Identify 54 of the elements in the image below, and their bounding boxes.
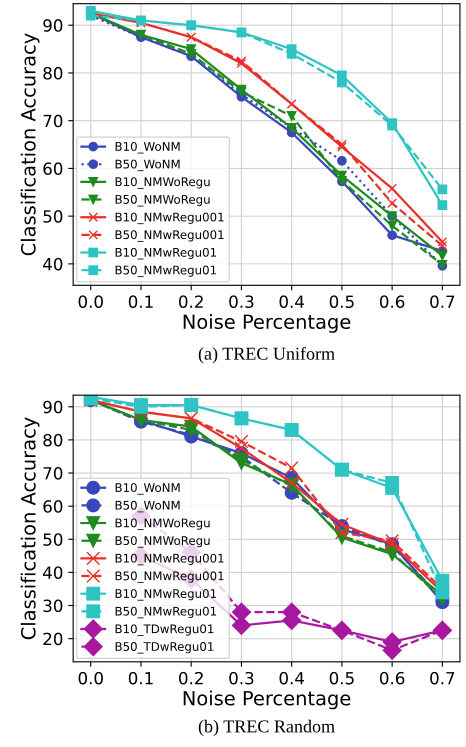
y-tick-label: 50 — [44, 210, 62, 223]
legend-label: B10_NMwRegu01 — [116, 248, 216, 260]
legend-label: B50_WoNM — [116, 500, 180, 512]
x-tick-label: 0.5 — [330, 295, 354, 308]
y-tick-label: 60 — [43, 162, 62, 175]
legend-label: B10_WoNM — [116, 142, 180, 154]
x-axis-title: Noise Percentage — [184, 314, 350, 333]
x-tick-label: 0.6 — [380, 295, 404, 308]
legend-label: B50_NMwRegu001 — [116, 230, 224, 242]
legend-label: B50_NMWoRegu — [116, 536, 210, 548]
legend-label: B50_NMwRegu001 — [116, 571, 224, 583]
y-tick-label: 50 — [44, 533, 62, 546]
x-tick-label: 0.7 — [430, 295, 454, 308]
y-tick-label: 30 — [44, 599, 62, 612]
x-tick-label: 0.1 — [128, 295, 153, 308]
x-axis-title: Noise Percentage — [184, 690, 350, 710]
y-tick-label: 80 — [43, 66, 62, 80]
legend-label: B50_WoNM — [116, 160, 180, 172]
legend-label: B10_NMwRegu001 — [116, 212, 224, 224]
x-tick-label: 0.0 — [78, 295, 103, 308]
x-tick-label: 0.7 — [430, 672, 454, 684]
y-axis-title: Classification Accuracy — [20, 33, 40, 256]
text: (a) TREC Uniform — [198, 346, 335, 364]
x-tick-label: 0.6 — [380, 672, 404, 684]
x-tick-label: 0.3 — [229, 295, 254, 308]
legend-label: B50_TDwRegu01 — [116, 642, 214, 654]
y-tick-label: 70 — [44, 114, 62, 128]
y-tick-label: 90 — [43, 400, 62, 414]
x-tick-label: 0.3 — [229, 672, 254, 684]
y-tick-label: 40 — [43, 566, 62, 579]
y-tick-label: 80 — [43, 434, 62, 446]
legend-label: B10_NMwRegu01 — [116, 589, 216, 601]
y-tick-label: 20 — [43, 632, 62, 646]
y-tick-label: 60 — [43, 500, 62, 513]
x-tick-label: 0.2 — [179, 295, 203, 308]
x-tick-label: 0.5 — [330, 672, 354, 684]
legend-label: B10_NMwRegu001 — [116, 554, 224, 566]
legend-label: B50_NMWoRegu — [116, 194, 210, 206]
x-tick-label: 0.1 — [128, 672, 153, 684]
legend-label: B10_NMWoRegu — [116, 177, 210, 189]
x-tick-label: 0.4 — [280, 672, 304, 684]
x-tick-label: 0.4 — [280, 295, 304, 308]
legend-label: B50_NMwRegu01 — [116, 266, 216, 278]
text: (b) TREC Random — [198, 720, 335, 736]
legend-label: B10_WoNM — [116, 483, 180, 495]
x-tick-label: 0.0 — [78, 672, 103, 684]
y-tick-label: 70 — [44, 466, 62, 480]
y-axis-title: Classification Accuracy — [20, 417, 40, 640]
y-tick-label: 40 — [43, 258, 62, 270]
x-tick-label: 0.2 — [179, 672, 203, 684]
legend-label: B10_NMWoRegu — [116, 518, 210, 530]
y-tick-label: 90 — [43, 19, 62, 32]
legend-label: B10_TDwRegu01 — [116, 624, 214, 636]
legend-label: B50_NMwRegu01 — [116, 606, 216, 618]
